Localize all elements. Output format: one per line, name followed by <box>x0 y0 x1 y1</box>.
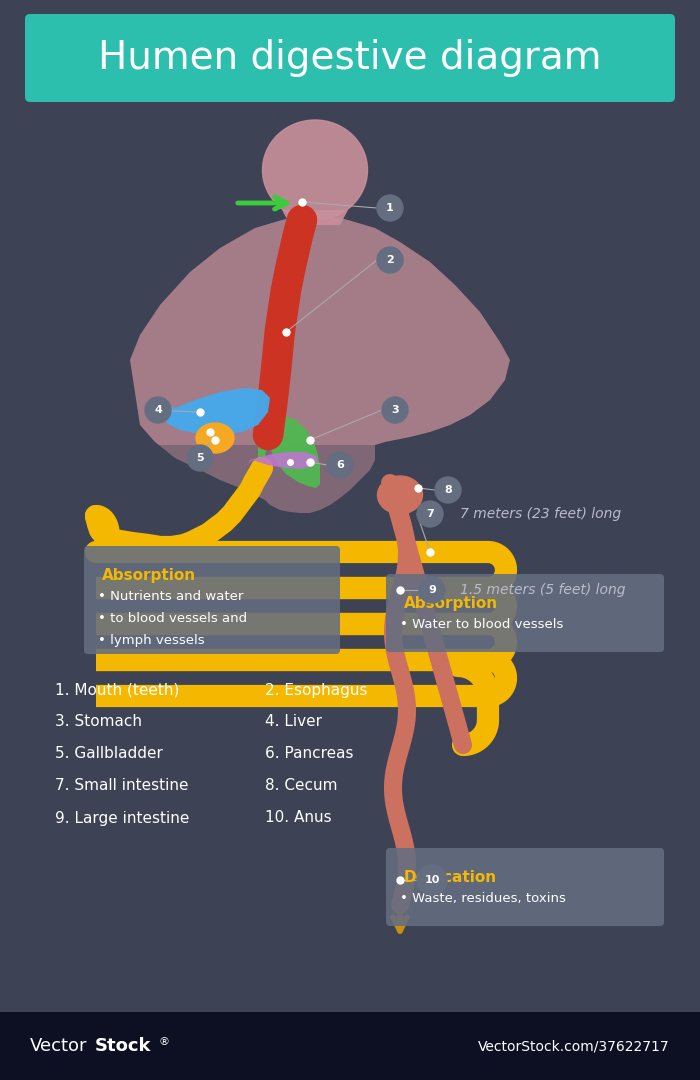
Circle shape <box>377 247 403 273</box>
Text: 5: 5 <box>196 453 204 463</box>
Polygon shape <box>130 218 510 513</box>
Circle shape <box>417 865 447 895</box>
Text: 9. Large intestine: 9. Large intestine <box>55 810 190 825</box>
Text: Defecation: Defecation <box>404 870 497 885</box>
Circle shape <box>419 577 445 603</box>
Text: 7. Small intestine: 7. Small intestine <box>55 779 188 794</box>
Circle shape <box>145 397 171 423</box>
Text: VectorStock.com/37622717: VectorStock.com/37622717 <box>478 1039 670 1053</box>
Circle shape <box>327 453 353 478</box>
Text: 1. Mouth (teeth): 1. Mouth (teeth) <box>55 683 179 698</box>
Text: Absorption: Absorption <box>404 596 498 611</box>
Circle shape <box>435 477 461 503</box>
FancyBboxPatch shape <box>0 1012 700 1080</box>
Text: 8. Cecum: 8. Cecum <box>265 779 337 794</box>
Text: 6. Pancreas: 6. Pancreas <box>265 746 354 761</box>
Text: 8: 8 <box>444 485 452 495</box>
FancyBboxPatch shape <box>84 546 340 654</box>
Polygon shape <box>162 388 270 435</box>
Text: • Water to blood vessels: • Water to blood vessels <box>400 618 564 631</box>
Text: Vector: Vector <box>30 1037 88 1055</box>
Text: 1: 1 <box>386 203 394 213</box>
Text: 7 meters (23 feet) long: 7 meters (23 feet) long <box>460 507 621 521</box>
Text: ®: ® <box>158 1037 169 1047</box>
Circle shape <box>377 195 403 221</box>
Polygon shape <box>248 453 318 469</box>
Text: 10: 10 <box>424 875 440 885</box>
Text: Absorption: Absorption <box>102 568 196 583</box>
Text: • Waste, residues, toxins: • Waste, residues, toxins <box>400 892 566 905</box>
FancyBboxPatch shape <box>25 14 675 102</box>
Text: Humen digestive diagram: Humen digestive diagram <box>98 39 602 77</box>
Circle shape <box>417 501 443 527</box>
Text: 4. Liver: 4. Liver <box>265 715 322 729</box>
Text: 5. Gallbladder: 5. Gallbladder <box>55 746 163 761</box>
FancyBboxPatch shape <box>386 848 664 926</box>
Text: • Nutrients and water: • Nutrients and water <box>98 590 244 603</box>
Text: Stock: Stock <box>95 1037 151 1055</box>
Text: • lymph vessels: • lymph vessels <box>98 634 204 647</box>
Ellipse shape <box>262 120 368 220</box>
Text: 7: 7 <box>426 509 434 519</box>
Text: 1.5 meters (5 feet) long: 1.5 meters (5 feet) long <box>460 583 626 597</box>
Text: 6: 6 <box>336 460 344 470</box>
Text: 9: 9 <box>428 585 436 595</box>
Circle shape <box>382 397 408 423</box>
Text: 3. Stomach: 3. Stomach <box>55 715 142 729</box>
Text: 3: 3 <box>391 405 399 415</box>
Polygon shape <box>282 210 348 225</box>
Text: 2. Esophagus: 2. Esophagus <box>265 683 368 698</box>
Circle shape <box>187 445 213 471</box>
Ellipse shape <box>196 423 234 453</box>
Text: 2: 2 <box>386 255 394 265</box>
FancyBboxPatch shape <box>386 573 664 652</box>
Text: 4: 4 <box>154 405 162 415</box>
Polygon shape <box>258 415 320 488</box>
Text: • to blood vessels and: • to blood vessels and <box>98 612 247 625</box>
Text: 10. Anus: 10. Anus <box>265 810 332 825</box>
Ellipse shape <box>377 476 423 514</box>
Polygon shape <box>130 445 510 513</box>
